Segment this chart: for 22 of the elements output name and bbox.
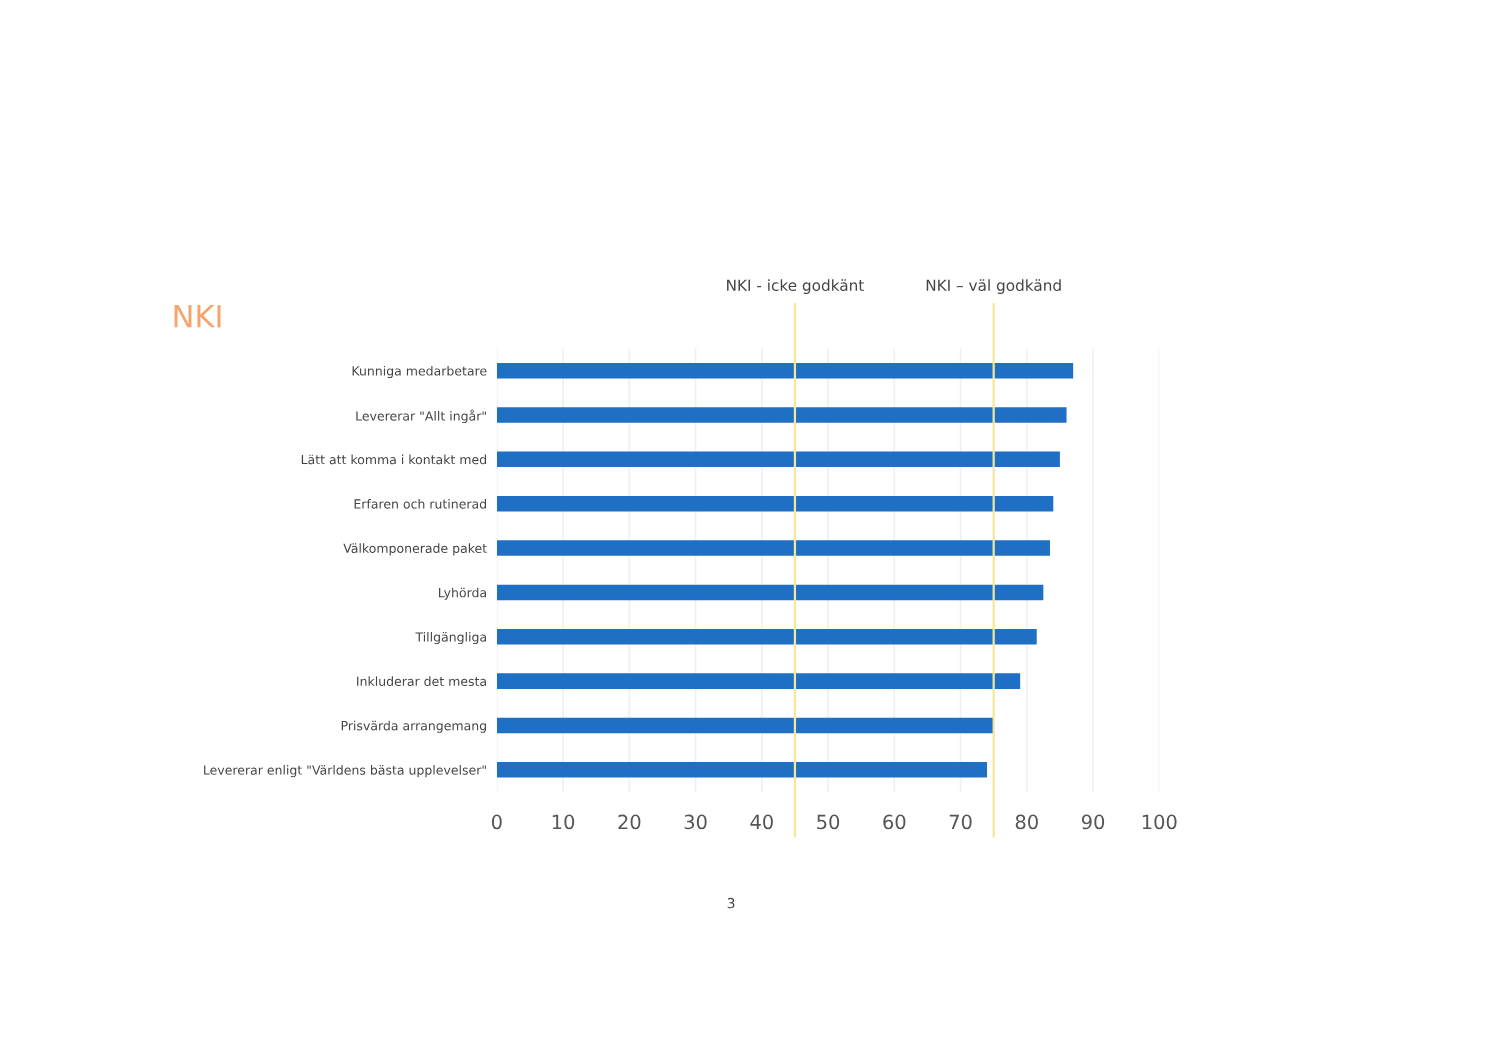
x-tick-label: 80 bbox=[1015, 814, 1038, 830]
x-tick-label: 50 bbox=[817, 814, 840, 830]
bar bbox=[496, 451, 1060, 468]
bar bbox=[496, 762, 988, 778]
x-tick-label: 20 bbox=[618, 814, 641, 830]
x-tick-label: 70 bbox=[949, 814, 972, 830]
x-tick-label: 0 bbox=[491, 814, 502, 830]
bar bbox=[496, 540, 1050, 556]
bar bbox=[496, 673, 1021, 689]
bar bbox=[496, 629, 1037, 645]
bar bbox=[496, 362, 1074, 379]
bar bbox=[496, 717, 994, 734]
bar bbox=[496, 407, 1067, 423]
x-tick-label: 60 bbox=[883, 814, 906, 830]
x-tick-label: 10 bbox=[552, 814, 575, 830]
bar bbox=[496, 495, 1054, 512]
x-tick-label: 100 bbox=[1142, 814, 1177, 830]
bar bbox=[496, 584, 1044, 601]
text: NKI bbox=[174, 305, 221, 328]
x-tick-label: 40 bbox=[750, 814, 773, 830]
x-tick-label: 90 bbox=[1081, 814, 1105, 830]
x-tick-label: 30 bbox=[684, 814, 707, 830]
